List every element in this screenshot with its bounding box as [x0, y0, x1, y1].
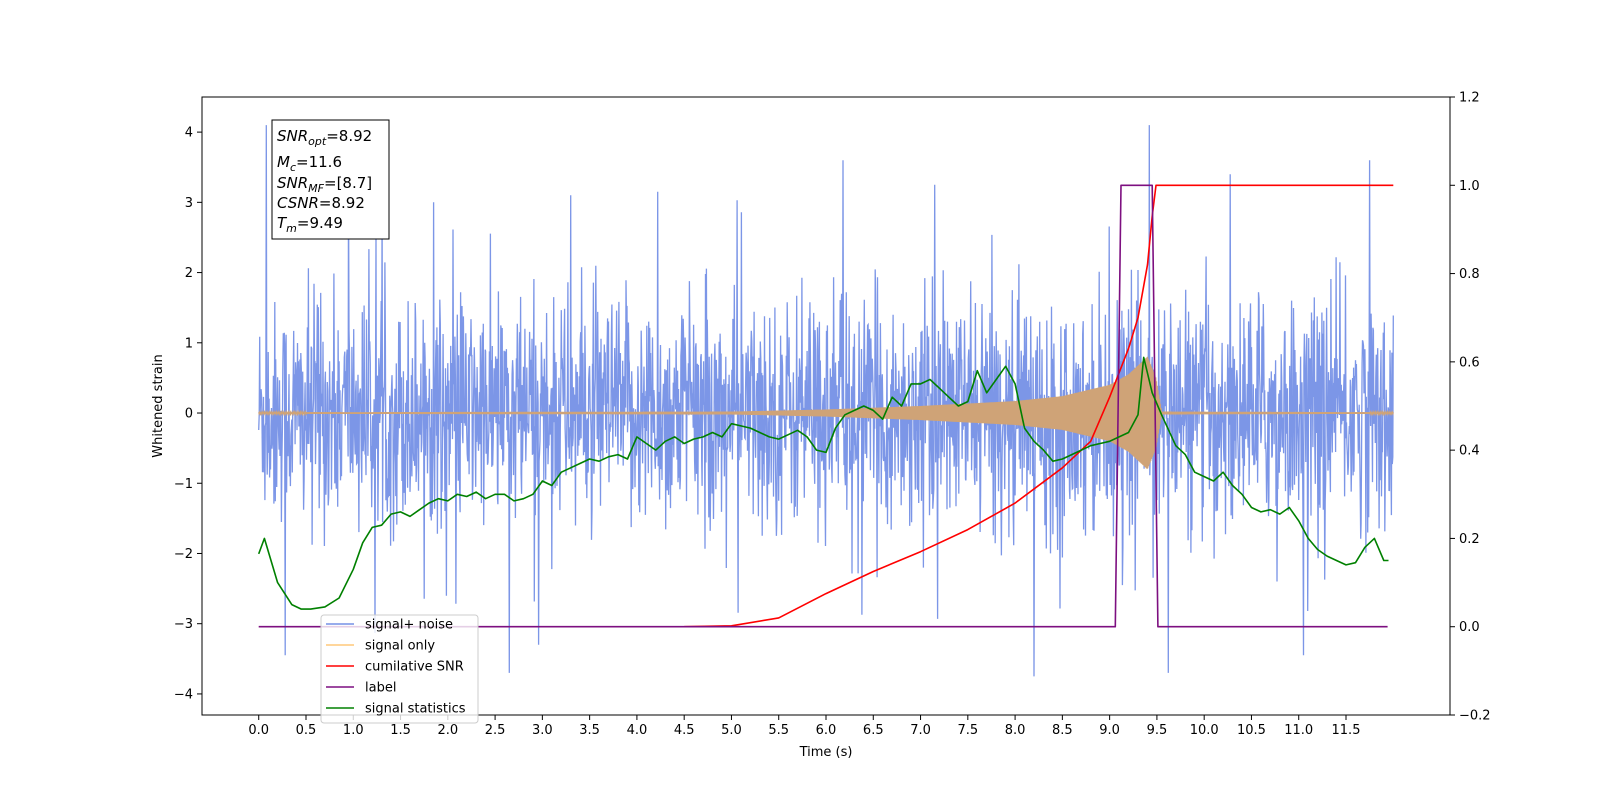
info-tm-value: =9.49 — [297, 214, 343, 232]
info-snr-mf-value: =[8.7] — [324, 174, 372, 192]
x-tick-label: 7.5 — [957, 723, 978, 738]
info-csnr-value: =8.92 — [319, 194, 365, 212]
x-tick-label: 3.0 — [532, 723, 553, 738]
info-tm-sub: m — [286, 222, 297, 235]
x-tick-label: 5.0 — [721, 723, 742, 738]
y-axis-right: 1.2 1.0 0.8 0.6 0.4 0.2 0.0 −0.2 — [1450, 91, 1491, 724]
y2-tick-label: 0.8 — [1459, 267, 1480, 282]
x-tick-label: 11.5 — [1332, 723, 1361, 738]
x-tick-label: 7.0 — [910, 723, 931, 738]
legend-label: signal+ noise — [365, 618, 453, 633]
legend-label: label — [365, 681, 396, 696]
y-tick-label: 4 — [185, 126, 193, 141]
x-tick-label: 3.5 — [579, 723, 600, 738]
y2-tick-label: 0.4 — [1459, 444, 1480, 459]
y2-tick-label: 0.2 — [1459, 532, 1480, 547]
x-tick-label: 2.5 — [485, 723, 506, 738]
y-tick-label: 1 — [185, 336, 193, 351]
x-tick-label: 0.0 — [248, 723, 269, 738]
series-signal-statistics — [257, 356, 1389, 610]
x-tick-label: 4.0 — [627, 723, 648, 738]
info-snr-mf-sub: MF — [308, 182, 324, 195]
y-tick-label: −4 — [174, 687, 193, 702]
y-tick-label: −3 — [174, 617, 193, 632]
info-box: SNRopt=8.92 Mc=11.6 SNRMF=[8.7] CSNR=8.9… — [271, 119, 390, 240]
legend-label: cumilative SNR — [365, 660, 464, 675]
x-tick-label: 9.0 — [1099, 723, 1120, 738]
legend: signal+ noise signal only cumilative SNR la… — [320, 614, 479, 724]
info-snr-opt: SNRopt=8.92 — [277, 127, 372, 148]
x-tick-label: 1.0 — [343, 723, 364, 738]
info-snr-opt-sub: opt — [308, 135, 327, 148]
series-signal-noise — [258, 125, 1394, 677]
y2-tick-label: −0.2 — [1459, 709, 1491, 724]
y-tick-label: 2 — [185, 266, 193, 281]
series-signal-only — [258, 356, 1394, 469]
info-csnr-main: CSNR — [277, 194, 319, 212]
y-tick-label: 3 — [185, 196, 193, 211]
y2-tick-label: 0.6 — [1459, 355, 1480, 370]
x-tick-label: 6.5 — [863, 723, 884, 738]
series-label — [258, 184, 1388, 628]
legend-label: signal statistics — [365, 702, 466, 717]
y-tick-label: 0 — [185, 407, 193, 422]
legend-entries: signal+ noise signal only cumilative SNR la… — [326, 618, 466, 717]
y-tick-label: −2 — [174, 547, 193, 562]
info-mc-sub: c — [290, 161, 296, 174]
info-csnr: CSNR=8.92 — [277, 194, 365, 212]
x-tick-label: 2.0 — [437, 723, 458, 738]
x-tick-label: 10.5 — [1237, 723, 1266, 738]
x-tick-label: 5.5 — [768, 723, 789, 738]
x-tick-label: 6.0 — [816, 723, 837, 738]
info-snr-opt-value: =8.92 — [326, 127, 372, 145]
info-mc: Mc=11.6 — [277, 153, 342, 174]
x-tick-label: 1.5 — [390, 723, 411, 738]
x-axis-label: Time (s) — [799, 745, 853, 760]
y2-tick-label: 0.0 — [1459, 620, 1480, 635]
info-tm-main: T — [277, 214, 288, 232]
info-box-frame — [271, 119, 390, 240]
info-snr-mf: SNRMF=[8.7] — [277, 174, 372, 195]
info-mc-main: M — [277, 153, 290, 171]
y-axis-left: 4 3 2 1 0 −1 −2 −3 −4 — [174, 126, 202, 702]
legend-label: signal only — [365, 639, 435, 654]
legend-frame — [320, 614, 479, 724]
info-mc-value: =11.6 — [296, 153, 342, 171]
x-tick-label: 11.0 — [1284, 723, 1313, 738]
y-axis-label: Whitened strain — [151, 354, 166, 457]
y-tick-label: −1 — [174, 477, 193, 492]
info-snr-mf-main: SNR — [277, 174, 308, 192]
plot-area — [257, 125, 1394, 677]
x-tick-label: 10.0 — [1190, 723, 1219, 738]
info-snr-opt-main: SNR — [277, 127, 308, 145]
x-tick-label: 8.5 — [1052, 723, 1073, 738]
y2-tick-label: 1.0 — [1459, 179, 1480, 194]
x-tick-label: 8.0 — [1005, 723, 1026, 738]
x-tick-label: 4.5 — [674, 723, 695, 738]
y2-tick-label: 1.2 — [1459, 91, 1480, 106]
x-tick-label: 9.5 — [1147, 723, 1168, 738]
x-axis: 0.0 0.5 1.0 1.5 2.0 2.5 3.0 3.5 4.0 4.5 5.0 5.5 6.0 6… — [248, 715, 1360, 738]
info-tm: Tm=9.49 — [277, 214, 343, 235]
x-tick-label: 0.5 — [296, 723, 317, 738]
